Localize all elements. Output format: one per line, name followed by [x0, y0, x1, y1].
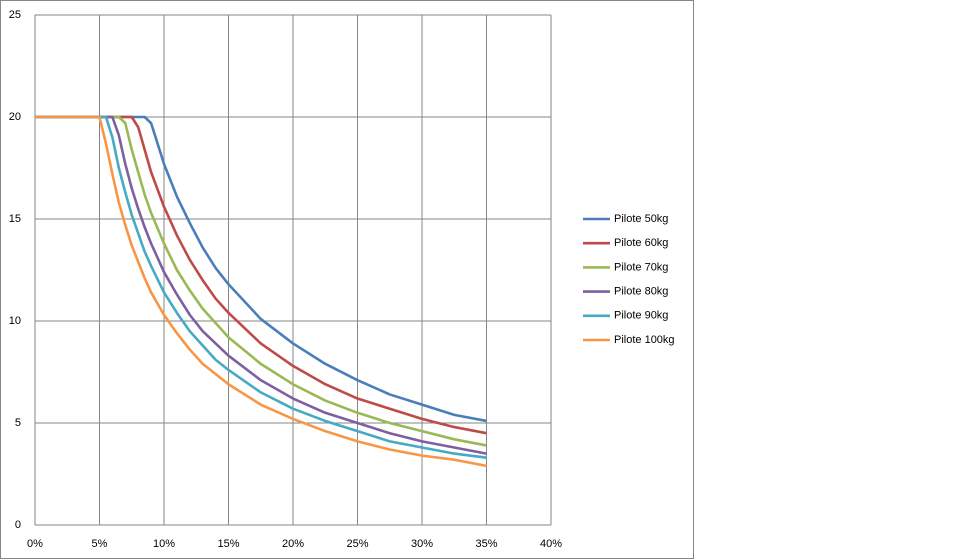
y-tick-label: 15 [9, 213, 21, 225]
x-tick-label: 5% [92, 538, 108, 550]
legend-label: Pilote 100kg [614, 334, 675, 346]
y-tick-label: 5 [15, 417, 21, 429]
legend-label: Pilote 50kg [614, 213, 668, 225]
y-tick-label: 20 [9, 111, 21, 123]
y-tick-label: 25 [9, 9, 21, 21]
y-tick-label: 10 [9, 315, 21, 327]
legend-label: Pilote 60kg [614, 237, 668, 249]
x-tick-label: 10% [153, 538, 175, 550]
legend-label: Pilote 70kg [614, 261, 668, 273]
x-tick-label: 20% [282, 538, 304, 550]
x-tick-label: 0% [27, 538, 43, 550]
chart-frame [0, 0, 694, 559]
x-tick-label: 35% [475, 538, 497, 550]
x-tick-label: 40% [540, 538, 562, 550]
x-tick-label: 25% [346, 538, 368, 550]
series-line [35, 115, 487, 455]
series-line [35, 115, 487, 459]
x-tick-label: 15% [217, 538, 239, 550]
y-tick-label: 0 [15, 519, 21, 531]
x-tick-label: 30% [411, 538, 433, 550]
legend-label: Pilote 90kg [614, 310, 668, 322]
legend-label: Pilote 80kg [614, 286, 668, 298]
series-line [35, 115, 487, 468]
